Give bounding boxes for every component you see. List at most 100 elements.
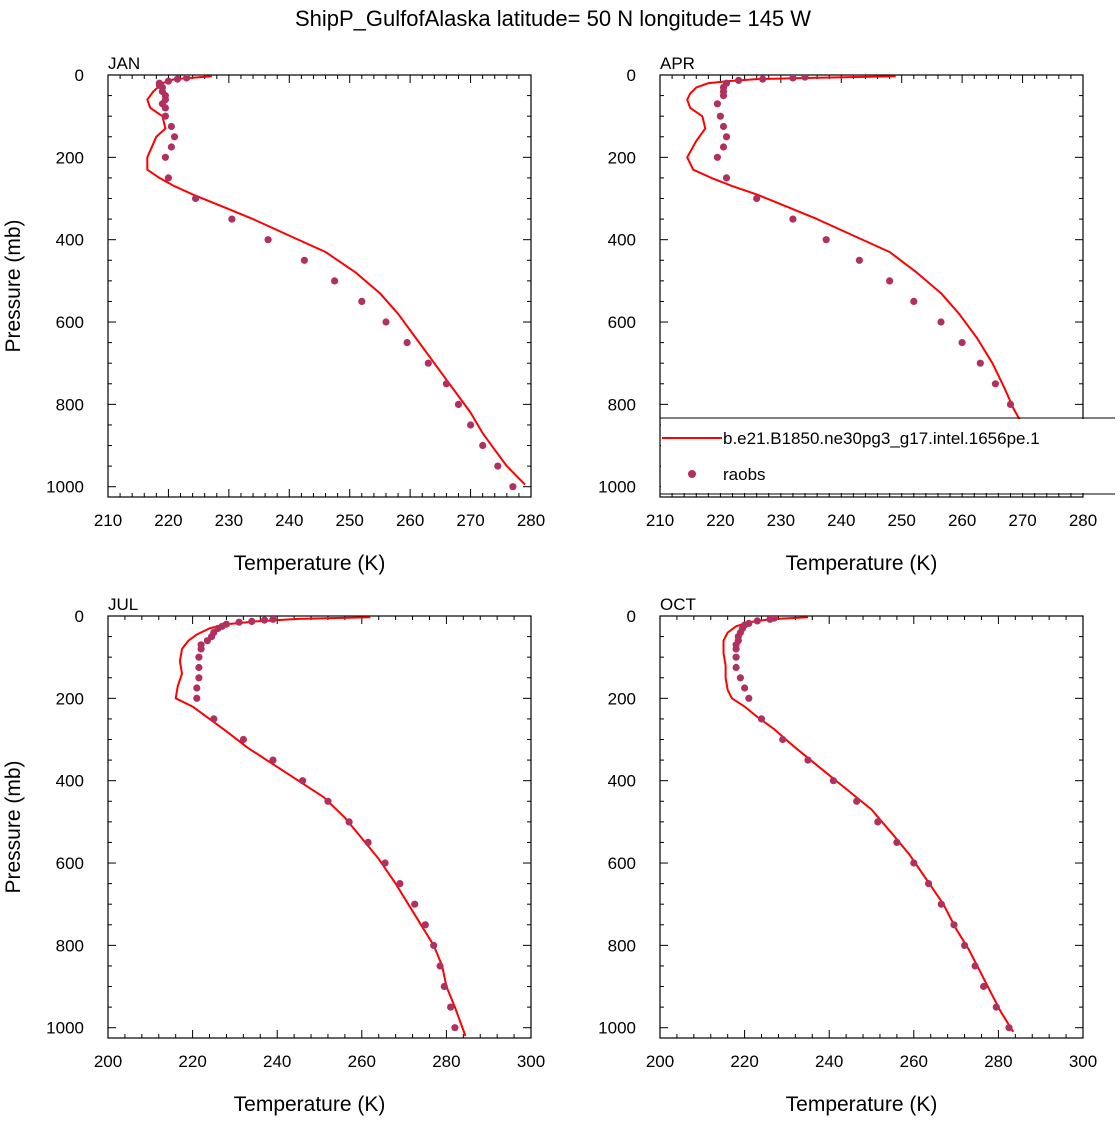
legend-obs-marker (688, 470, 696, 478)
raobs-point (732, 653, 740, 661)
y-tick-label: 400 (608, 231, 636, 250)
data-layer-oct (722, 616, 1015, 1033)
raobs-point (732, 645, 740, 653)
raobs-point (779, 735, 787, 744)
raobs-point (161, 153, 169, 161)
raobs-point (164, 174, 172, 182)
x-axis-title-jul: Temperature (K) (234, 1093, 386, 1116)
x-tick-label: 240 (263, 1052, 291, 1071)
y-tick-label: 200 (608, 689, 636, 708)
raobs-point (382, 318, 390, 326)
raobs-point (855, 256, 864, 264)
y-tick-label: 600 (608, 313, 636, 332)
model-line-apr (686, 75, 1083, 492)
raobs-point (722, 133, 731, 141)
panel-title-apr: APR (660, 54, 695, 73)
raobs-point (719, 92, 728, 100)
raobs-point (789, 75, 797, 82)
y-tick-label: 0 (75, 66, 84, 85)
raobs-point (183, 75, 191, 82)
raobs-point (299, 777, 307, 785)
y-tick-label: 800 (608, 395, 636, 414)
raobs-point (300, 256, 308, 264)
y-tick-label: 0 (75, 607, 84, 626)
x-tick-label: 200 (646, 1052, 674, 1071)
raobs-point (991, 380, 1000, 388)
y-tick-label: 200 (56, 148, 84, 167)
x-axis-title-jan: Temperature (K) (234, 552, 386, 575)
x-tick-label: 240 (275, 511, 303, 530)
raobs-point (893, 838, 901, 847)
y-tick-label: 600 (56, 313, 84, 332)
x-tick-label: 220 (154, 511, 182, 530)
x-tick-label: 280 (432, 1052, 460, 1071)
raobs-point (789, 215, 797, 223)
raobs-point (167, 143, 175, 151)
raobs-point (269, 756, 277, 764)
raobs-point (732, 663, 740, 672)
raobs-point (161, 104, 169, 112)
x-tick-label: 240 (827, 511, 855, 530)
x-tick-label: 280 (984, 1052, 1012, 1071)
raobs-point (164, 77, 172, 85)
raobs-point (447, 1003, 455, 1011)
raobs-point (358, 297, 366, 305)
x-tick-label: 270 (1008, 511, 1036, 530)
raobs-point (753, 194, 761, 203)
raobs-point (910, 297, 918, 305)
x-tick-label: 260 (948, 511, 976, 530)
raobs-point (766, 616, 774, 623)
raobs-point (411, 900, 419, 908)
x-tick-label: 220 (706, 511, 734, 530)
raobs-point (937, 900, 945, 908)
x-tick-label: 230 (767, 511, 795, 530)
raobs-point (345, 818, 353, 826)
panel-title-jul: JUL (108, 595, 138, 614)
y-axis-title-jul: Pressure (mb) (2, 760, 25, 893)
raobs-point (324, 797, 332, 805)
legend-model-label: b.e21.B1850.ne30pg3_g17.intel.1656pe.1 (723, 429, 1040, 448)
raobs-point (874, 818, 882, 826)
y-tick-label: 1000 (598, 478, 636, 497)
y-tick-label: 1000 (598, 1019, 636, 1038)
y-tick-label: 200 (56, 689, 84, 708)
raobs-point (509, 483, 517, 491)
raobs-point (203, 637, 211, 645)
y-tick-label: 800 (56, 395, 84, 414)
y-tick-label: 400 (608, 772, 636, 791)
y-tick-label: 200 (608, 148, 636, 167)
x-tick-label: 280 (517, 511, 545, 530)
raobs-point (925, 880, 933, 888)
raobs-point (735, 76, 743, 84)
raobs-point (804, 756, 812, 764)
x-tick-label: 280 (1069, 511, 1097, 530)
raobs-point (753, 617, 761, 625)
raobs-point (757, 715, 766, 723)
panel-title-oct: OCT (660, 595, 696, 614)
raobs-point (235, 618, 243, 626)
model-line-jan (146, 75, 526, 486)
raobs-point (193, 684, 201, 692)
raobs-point (451, 1024, 459, 1032)
raobs-point (454, 400, 463, 408)
x-tick-label: 300 (517, 1052, 545, 1071)
plot-frame-apr (659, 74, 1084, 498)
x-tick-label: 210 (646, 511, 674, 530)
y-tick-label: 600 (608, 854, 636, 873)
legend-obs-label: raobs (723, 465, 766, 484)
raobs-point (719, 122, 728, 131)
raobs-point (976, 359, 984, 367)
raobs-point (424, 359, 432, 367)
x-tick-label: 260 (348, 1052, 376, 1071)
raobs-point (1005, 1024, 1013, 1032)
y-tick-label: 1000 (46, 1019, 84, 1038)
raobs-point (170, 133, 179, 141)
raobs-point (961, 941, 969, 950)
raobs-point (801, 75, 809, 81)
raobs-point (980, 982, 988, 991)
raobs-point (197, 645, 205, 653)
panel-oct: OCT 200 220 240 260 280 300 0 200 400 600 800 1000 Te… (598, 595, 1097, 1116)
data-layer-jul (174, 616, 467, 1037)
